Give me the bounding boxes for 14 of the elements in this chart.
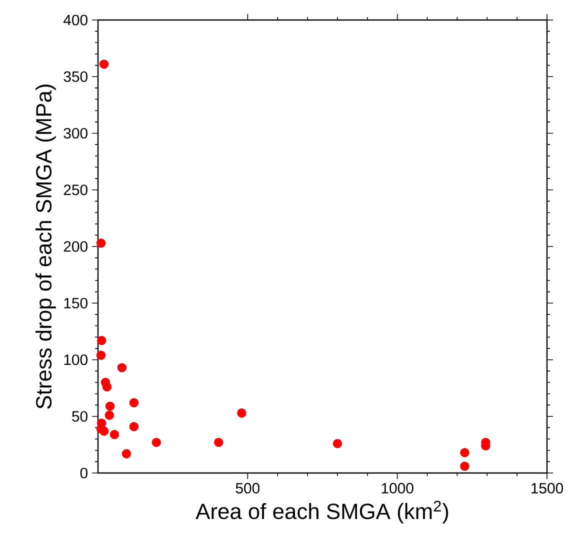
x-axis-title: Area of each SMGA (km$^{2}$) <box>196 500 448 524</box>
y-tick-label: 100 <box>64 354 88 366</box>
y-tick-label: 300 <box>64 128 88 139</box>
y-tick-label: 200 <box>64 241 88 252</box>
y-tick-label: 400 <box>63 14 88 26</box>
y-tick-label: 150 <box>64 298 88 308</box>
y-tick-label: 250 <box>64 184 88 196</box>
x-tick-label: 1000 <box>382 482 414 494</box>
y-axis-title: Stress drop of each SMGA (MPa) <box>35 84 56 409</box>
x-tick-label: 500 <box>236 482 260 494</box>
y-tick-label: 50 <box>72 411 88 422</box>
y-tick-label: 350 <box>64 71 88 82</box>
y-tick-label: 0 <box>80 468 88 478</box>
x-tick-label: 1500 <box>532 482 564 494</box>
